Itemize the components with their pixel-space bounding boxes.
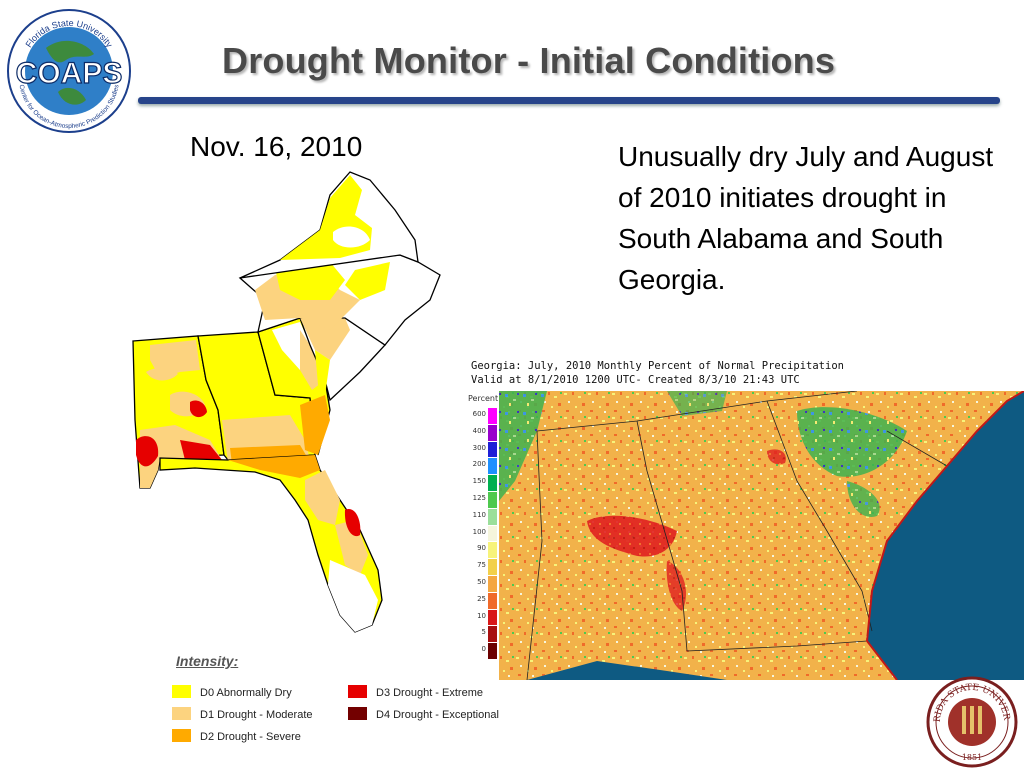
fsu-seal: FLORIDA STATE UNIVERSITY 1851 [926,676,1018,768]
scale-label: 25 [477,594,486,603]
drought-monitor-map [132,171,441,633]
scale-label: 150 [472,477,486,486]
legend-label-d2: D2 Drought - Severe [200,731,301,743]
precip-header-line2: Valid at 8/1/2010 1200 UTC- Created 8/3/… [471,374,800,386]
scale-label: 125 [472,494,486,502]
scale-label: 400 [472,426,486,435]
logo-main-text: COAPS [16,57,123,90]
gulf-area [527,661,727,680]
scale-swatch [488,492,497,508]
scale-swatch [488,441,497,458]
scale-label: 200 [472,460,486,469]
scale-swatch [488,592,497,609]
scale-label: 600 [472,410,486,418]
scale-label: 0 [481,645,486,654]
title-underline [138,97,1000,104]
scale-swatch [488,408,497,424]
scale-label: 5 [481,628,486,637]
scale-label: 90 [477,544,486,553]
legend-label-d1: D1 Drought - Moderate [200,709,313,721]
legend-title: Intensity: [176,653,239,669]
precip-map-header: Georgia: July, 2010 Monthly Percent of N… [467,354,1024,390]
coaps-logo: COAPS Florida State University Center fo… [7,9,131,133]
scale-swatch [488,475,497,491]
scale-swatch [488,643,497,659]
legend-label-d3: D3 Drought - Extreme [376,687,483,699]
legend-swatch-d4 [348,707,367,720]
scale-label: 75 [477,561,486,570]
precip-scale: Percent 600 400 300 200 150 125 110 100 90 75 50 25… [467,392,499,680]
scale-label: 10 [477,611,486,620]
scale-label: 100 [472,527,486,536]
precip-percent-map [467,391,1024,680]
scale-swatch [488,609,497,626]
scale-label: 300 [472,443,486,452]
scale-swatch [488,559,497,575]
scale-label: 110 [472,510,486,519]
scale-label: 50 [477,578,486,586]
description-text: Unusually dry July and August of 2010 in… [618,141,994,295]
scale-title: Percent [468,394,499,403]
precip-header-line1: Georgia: July, 2010 Monthly Percent of N… [471,360,844,372]
scale-swatch [488,626,497,643]
scale-swatch [488,576,497,592]
legend-label-d4: D4 Drought - Exceptional [376,709,499,721]
seal-year: 1851 [962,753,982,762]
ocean-area [867,391,1024,680]
scale-swatch [488,458,497,475]
legend-swatch-d2 [172,729,191,742]
legend-label-d0: D0 Abnormally Dry [200,687,292,699]
scale-swatch [488,525,497,542]
legend-swatch-d1 [172,707,191,720]
scale-swatch [488,542,497,559]
page-title: Drought Monitor - Initial Conditions [222,40,836,81]
scale-swatch [488,508,497,525]
legend-swatch-d0 [172,685,191,698]
scale-swatch [488,424,497,441]
map-date: Nov. 16, 2010 [190,131,363,162]
legend-swatch-d3 [348,685,367,698]
